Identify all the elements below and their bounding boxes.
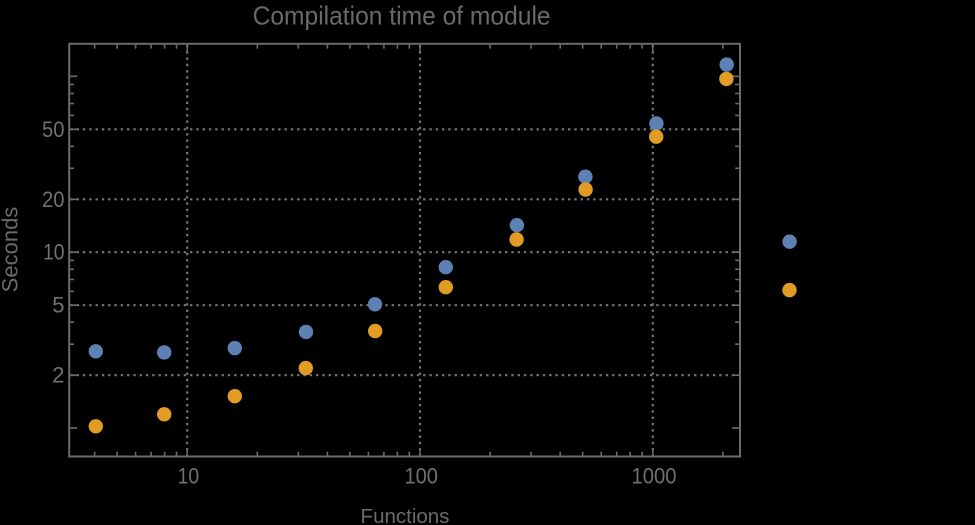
svg-text:1000: 1000 [632, 463, 677, 488]
svg-text:10: 10 [43, 240, 65, 265]
svg-text:10: 10 [178, 463, 200, 488]
svg-text:2: 2 [52, 363, 64, 388]
svg-text:Functions: Functions [361, 505, 450, 525]
svg-text:5: 5 [52, 293, 64, 318]
svg-text:20: 20 [42, 187, 65, 212]
svg-text:Compilation time of module: Compilation time of module [253, 1, 551, 31]
svg-text:50: 50 [42, 117, 65, 142]
svg-text:100: 100 [404, 463, 438, 488]
svg-text:Seconds: Seconds [0, 207, 23, 293]
